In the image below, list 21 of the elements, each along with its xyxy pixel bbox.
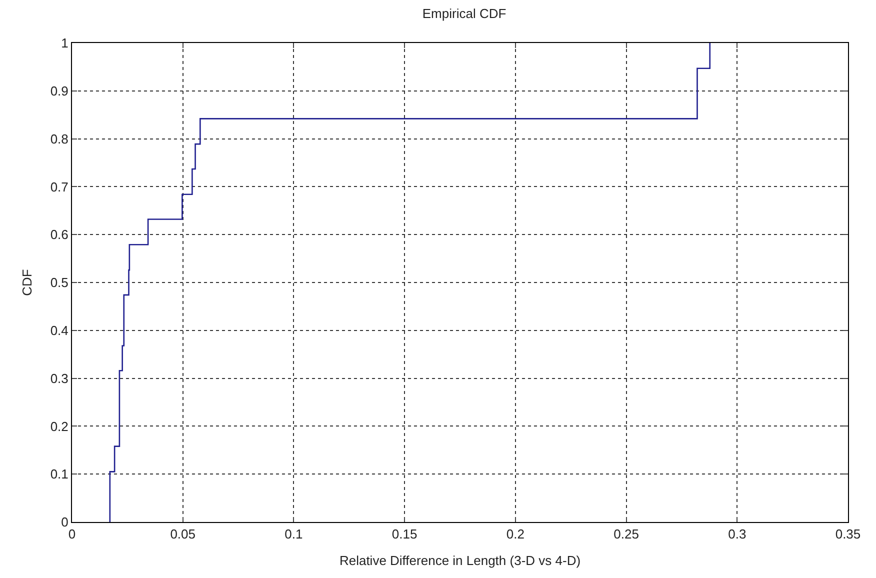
x-axis-title: Relative Difference in Length (3-D vs 4-D) — [339, 553, 581, 568]
y-tick-label: 0.2 — [50, 418, 68, 434]
y-tick-label: 0.4 — [50, 322, 68, 338]
y-tick-label: 0.8 — [50, 131, 68, 146]
y-tick-label: 0.5 — [50, 275, 68, 290]
x-tick-label: 0.1 — [284, 526, 303, 542]
y-tick-label: 1 — [61, 36, 68, 51]
y-tick-label: 0.3 — [50, 370, 68, 386]
x-tick-label: 0.05 — [170, 526, 196, 542]
x-tick-label: 0.35 — [835, 526, 861, 542]
chart-title: Empirical CDF — [422, 6, 506, 21]
y-tick-label: 0 — [61, 514, 68, 530]
y-tick-label: 0.1 — [50, 466, 68, 482]
y-tick-label: 0.6 — [50, 227, 68, 242]
x-tick-label: 0.15 — [392, 526, 418, 542]
y-tick-label: 0.9 — [50, 83, 68, 98]
x-tick-label: 0.2 — [506, 526, 524, 542]
y-tick-label: 0.7 — [50, 179, 68, 194]
x-tick-label: 0.25 — [614, 526, 639, 542]
x-tick-label: 0.3 — [728, 526, 746, 542]
y-axis-title: CDF — [19, 269, 34, 296]
